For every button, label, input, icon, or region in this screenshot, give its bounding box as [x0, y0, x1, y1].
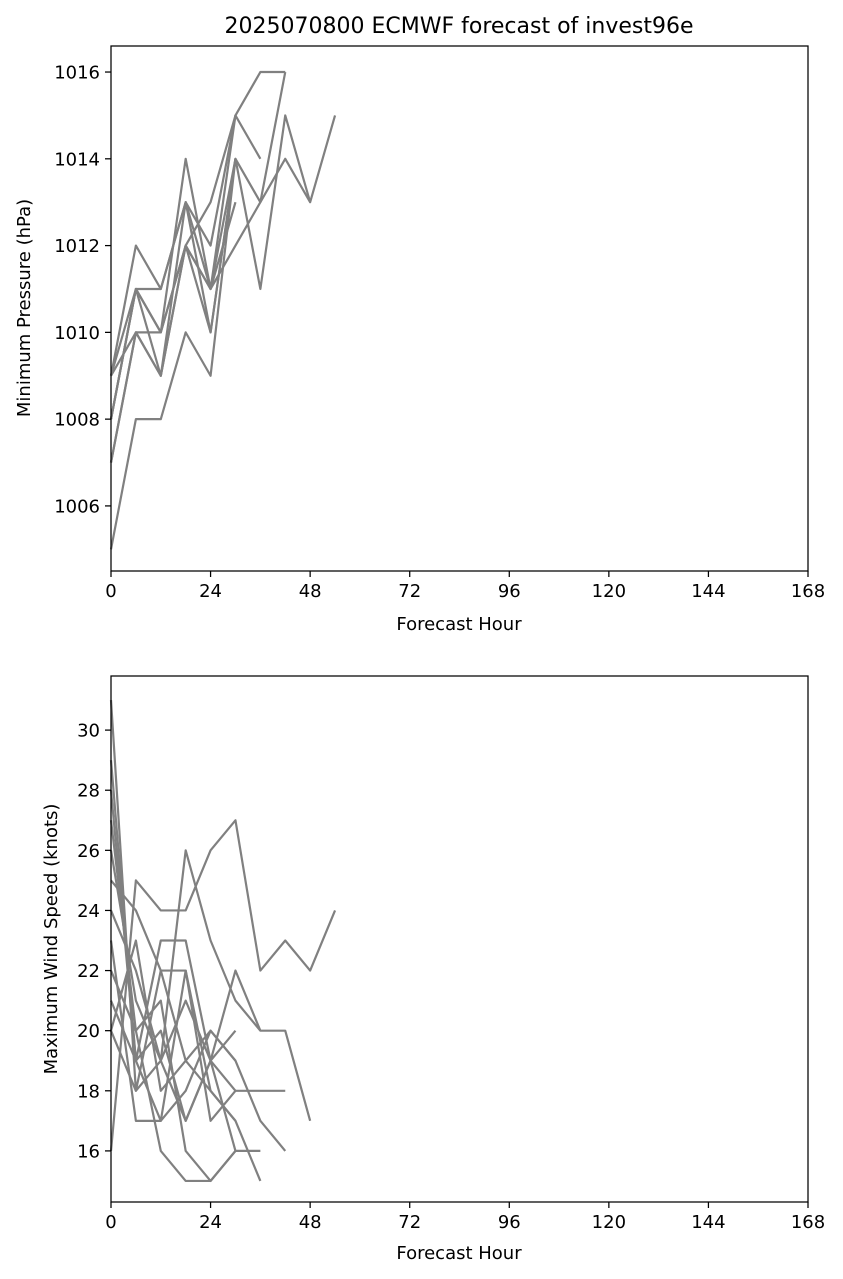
pressure-x-tick-label: 48 — [299, 581, 322, 602]
pressure-y-tick-label: 1006 — [54, 496, 100, 517]
pressure-x-tick-label: 72 — [398, 581, 421, 602]
wind-series-line-10 — [109, 1000, 287, 1152]
pressure-x-tick-label: 96 — [498, 581, 521, 602]
pressure-axes-frame — [110, 45, 809, 572]
wind-x-tick-label: 168 — [791, 1212, 825, 1233]
wind-x-tick-label: 144 — [691, 1212, 725, 1233]
wind-x-tick-label: 72 — [398, 1212, 421, 1233]
wind-y-tick-label: 20 — [77, 1021, 100, 1042]
chart-title: 2025070800 ECMWF forecast of invest96e — [225, 14, 694, 39]
pressure-y-tick-label: 1010 — [54, 323, 100, 344]
wind-axes-frame — [110, 675, 809, 1203]
wind-x-tick-label: 120 — [592, 1212, 626, 1233]
pressure-x-tick-label: 168 — [791, 581, 825, 602]
pressure-x-tick-label: 120 — [592, 581, 626, 602]
wind-x-tick-label: 48 — [299, 1212, 322, 1233]
wind-x-tick-label: 96 — [498, 1212, 521, 1233]
pressure-y-tick-label: 1012 — [54, 236, 100, 257]
wind-x-tick-label: 0 — [105, 1212, 116, 1233]
wind-y-tick-label: 18 — [77, 1081, 100, 1102]
wind-x-tick-label: 24 — [199, 1212, 222, 1233]
wind-x-axis-label: Forecast Hour — [396, 1243, 522, 1264]
pressure-x-axis-label: Forecast Hour — [396, 614, 522, 635]
pressure-x-tick-label: 24 — [199, 581, 222, 602]
wind-series-line-13 — [109, 790, 237, 1122]
pressure-series-line-8 — [109, 158, 237, 463]
wind-series-line-11 — [109, 850, 237, 1062]
pressure-y-tick-label: 1014 — [54, 149, 100, 170]
wind-series-line-1 — [109, 819, 337, 1152]
pressure-x-tick-label: 0 — [105, 581, 116, 602]
wind-y-tick-label: 30 — [77, 721, 100, 742]
wind-y-axis-label: Maximum Wind Speed (knots) — [41, 804, 62, 1075]
wind-series-line-9 — [109, 969, 237, 1122]
wind-y-tick-label: 24 — [77, 901, 100, 922]
pressure-series-line-9 — [109, 115, 237, 377]
pressure-x-tick-label: 144 — [691, 581, 725, 602]
wind-y-tick-label: 22 — [77, 961, 100, 982]
pressure-panel: Forecast Hour Minimum Pressure (hPa) 0 24… — [14, 45, 825, 635]
wind-y-tick-label: 28 — [77, 781, 100, 802]
wind-y-tick-label: 16 — [77, 1141, 100, 1162]
pressure-y-axis-label: Minimum Pressure (hPa) — [14, 199, 35, 417]
pressure-y-tick-label: 1008 — [54, 410, 100, 431]
wind-panel: Forecast Hour Maximum Wind Speed (knots)… — [41, 675, 825, 1264]
wind-y-tick-label: 26 — [77, 841, 100, 862]
pressure-y-tick-label: 1016 — [54, 63, 100, 84]
